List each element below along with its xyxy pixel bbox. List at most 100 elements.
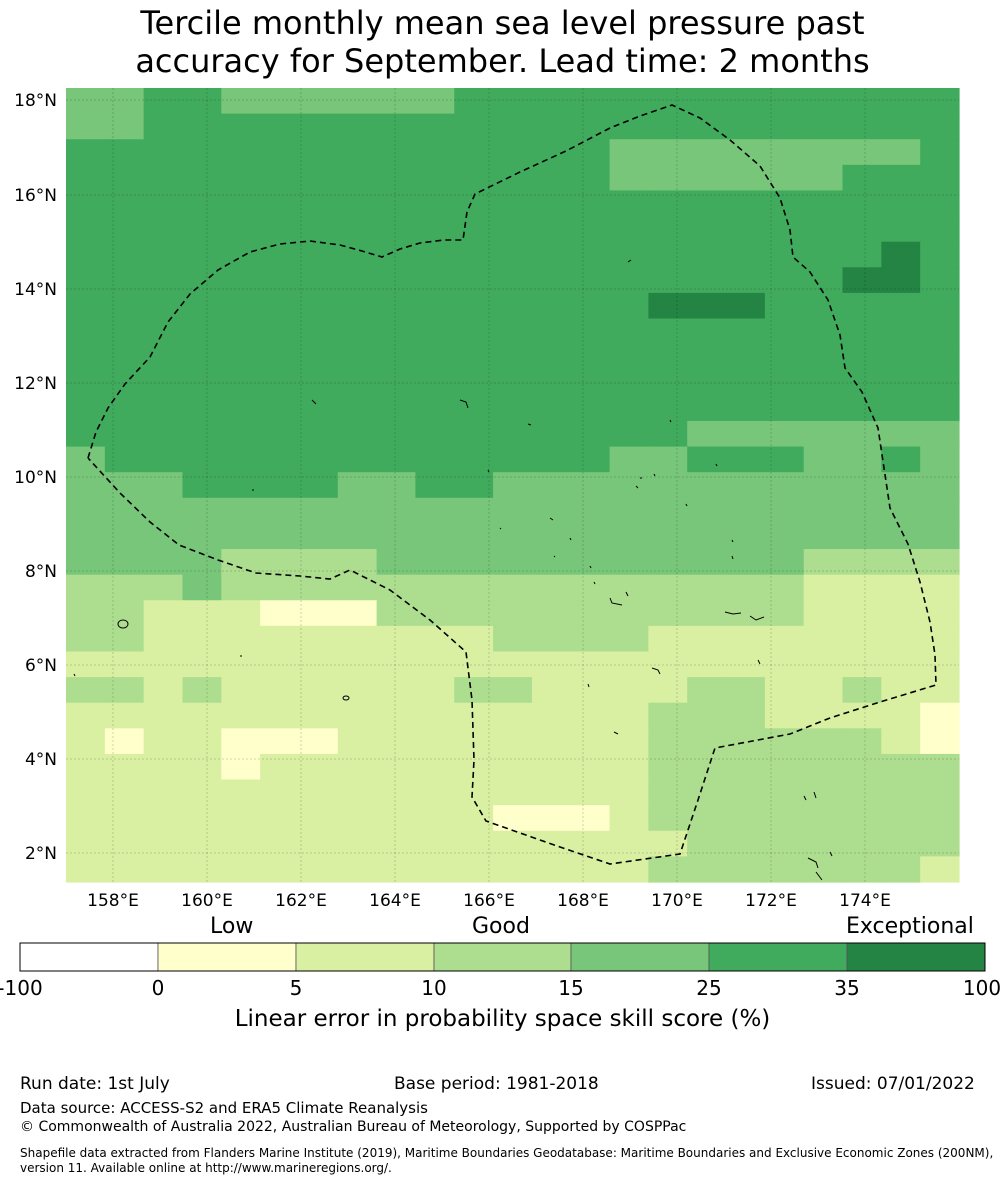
- skill-cell: [415, 651, 455, 678]
- colorbar-tick: 15: [558, 976, 584, 1000]
- skill-cell: [143, 318, 184, 345]
- skill-cell: [260, 88, 300, 115]
- skill-cell: [609, 292, 649, 320]
- skill-cell: [66, 856, 106, 883]
- skill-cell: [687, 753, 727, 781]
- skill-cell: [415, 830, 455, 857]
- skill-cell: [376, 292, 417, 320]
- skill-cell: [182, 267, 222, 294]
- skill-cell: [609, 856, 649, 883]
- skill-cell: [609, 446, 649, 473]
- skill-cell: [726, 549, 766, 576]
- skill-cell: [337, 190, 378, 217]
- skill-cell: [143, 523, 184, 550]
- skill-cell: [570, 805, 611, 832]
- skill-cell: [493, 728, 533, 755]
- skill-cell: [920, 318, 960, 345]
- skill-cell: [881, 267, 921, 294]
- skill-cell: [687, 549, 727, 576]
- skill-cell: [415, 344, 455, 371]
- title-line-2: accuracy for September. Lead time: 2 mon…: [135, 42, 870, 80]
- colorbar-tick: 25: [696, 976, 722, 1000]
- skill-cell: [182, 753, 222, 781]
- colorbar-tick: 0: [151, 976, 165, 1000]
- skill-cell: [376, 651, 417, 678]
- skill-cell: [182, 344, 222, 371]
- skill-cell: [570, 344, 611, 371]
- skill-cell: [260, 344, 300, 371]
- skill-cell: [260, 292, 300, 320]
- skill-cell: [842, 497, 882, 525]
- skill-cell: [143, 753, 184, 781]
- skill-cell: [182, 625, 222, 653]
- skill-cell: [842, 190, 882, 217]
- skill-cell: [221, 164, 261, 192]
- skill-cell: [143, 728, 184, 755]
- skill-cell: [182, 830, 222, 857]
- skill-cell: [687, 369, 727, 396]
- skill-cell: [66, 625, 106, 653]
- skill-cell: [143, 190, 184, 217]
- skill-cell: [803, 497, 844, 525]
- skill-cell: [726, 164, 766, 192]
- skill-cell: [687, 216, 727, 243]
- skill-cell: [764, 728, 805, 755]
- skill-cell: [143, 369, 184, 396]
- skill-cell: [803, 164, 844, 192]
- skill-cell: [842, 702, 882, 729]
- skill-cell: [687, 292, 727, 320]
- skill-cell: [104, 241, 145, 268]
- skill-cell: [531, 88, 572, 115]
- skill-cell: [143, 830, 184, 857]
- skill-cell: [182, 446, 222, 473]
- skill-cell: [182, 472, 222, 499]
- skill-cell: [337, 574, 378, 601]
- skill-cell: [531, 369, 572, 396]
- skill-cell: [493, 677, 533, 704]
- skill-cell: [104, 549, 145, 576]
- skill-cell: [609, 651, 649, 678]
- skill-cell: [493, 446, 533, 473]
- skill-cell: [376, 728, 417, 755]
- lon-tick-label: 164°E: [369, 891, 421, 911]
- skill-cell: [143, 395, 184, 422]
- skill-cell: [143, 88, 184, 115]
- skill-cell: [687, 779, 727, 806]
- skill-cell: [881, 651, 921, 678]
- skill-cell: [531, 856, 572, 883]
- skill-cell: [454, 139, 494, 166]
- skill-cell: [182, 216, 222, 243]
- skill-cell: [842, 472, 882, 499]
- skill-cell: [609, 190, 649, 217]
- skill-cell: [66, 472, 106, 499]
- skill-cell: [570, 369, 611, 396]
- lat-tick-label: 10°N: [14, 468, 57, 488]
- skill-cell: [570, 549, 611, 576]
- skill-cell: [454, 113, 494, 140]
- skill-cell: [415, 677, 455, 704]
- island: [311, 259, 632, 426]
- skill-cell: [920, 856, 960, 883]
- skill-cell: [66, 292, 106, 320]
- issued-date: Issued: 07/01/2022: [811, 1074, 975, 1094]
- skill-cell: [842, 830, 882, 857]
- run-date: Run date: 1st July: [20, 1074, 170, 1094]
- skill-cell: [764, 677, 805, 704]
- skill-cell: [415, 241, 455, 268]
- colorbar-tick: 10: [421, 976, 447, 1000]
- skill-cell: [531, 190, 572, 217]
- skill-cell: [454, 600, 494, 627]
- skill-cell: [920, 267, 960, 294]
- islands: [73, 259, 833, 881]
- skill-cell: [337, 805, 378, 832]
- skill-cell: [454, 164, 494, 192]
- skill-cell: [803, 318, 844, 345]
- skill-cell: [337, 292, 378, 320]
- colorbar: [19, 942, 986, 972]
- skill-cell: [415, 523, 455, 550]
- skill-cell: [260, 190, 300, 217]
- colorbar-swatch: [708, 942, 848, 972]
- island: [549, 517, 734, 585]
- data-source: Data source: ACCESS-S2 and ERA5 Climate …: [20, 1099, 428, 1117]
- skill-cell: [726, 753, 766, 781]
